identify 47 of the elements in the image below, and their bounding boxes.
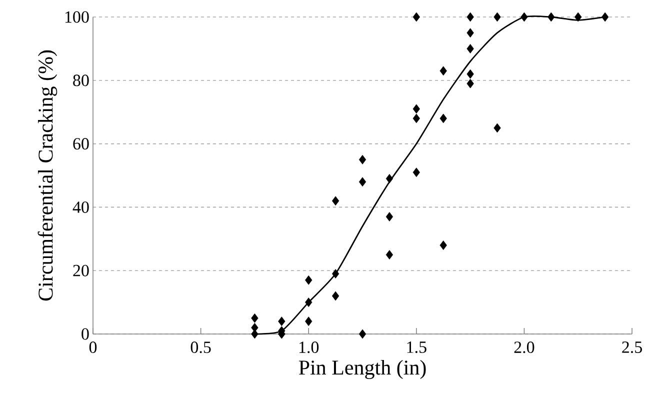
x-tick-label: 1.5 [407, 342, 426, 353]
y-tick-label: 40 [72, 201, 89, 213]
point [601, 12, 609, 22]
point [466, 12, 474, 22]
point [440, 240, 447, 250]
point [412, 104, 420, 114]
y-axis-title: Circumferential Cracking (%) [38, 50, 58, 301]
point [305, 298, 312, 307]
x-tick-label: 2.0 [514, 342, 534, 354]
point [440, 66, 447, 76]
point [412, 114, 420, 124]
point [305, 316, 312, 326]
x-tick-label: 1.0 [299, 342, 319, 354]
point [251, 329, 258, 339]
point [494, 12, 501, 22]
point [332, 291, 340, 301]
x-tick-label: 0.5 [190, 342, 211, 354]
point [305, 275, 312, 285]
y-tick-label: 0 [82, 328, 89, 340]
point [440, 114, 447, 124]
point [494, 123, 501, 133]
y-tick-label: 100 [65, 11, 89, 23]
point [386, 212, 394, 222]
point [251, 313, 258, 323]
point [386, 174, 394, 184]
x-tick-label: 2.5 [622, 342, 642, 354]
point [358, 177, 366, 187]
x-tick-label: 0 [89, 342, 97, 354]
y-tick-label: 20 [73, 264, 89, 276]
x-axis-title: Pin Length (in) [298, 360, 426, 380]
point [412, 168, 420, 178]
y-tick-label: 60 [73, 138, 89, 150]
point [466, 69, 474, 79]
point [386, 250, 394, 260]
point [466, 28, 474, 38]
point [574, 12, 582, 22]
point [358, 154, 366, 164]
point [332, 196, 340, 206]
point [548, 12, 555, 22]
point [520, 12, 528, 22]
point [466, 44, 474, 54]
point [466, 78, 474, 88]
point [412, 12, 420, 22]
point [358, 329, 366, 339]
point [332, 269, 340, 278]
y-tick-label: 80 [73, 74, 89, 86]
point [278, 316, 286, 326]
